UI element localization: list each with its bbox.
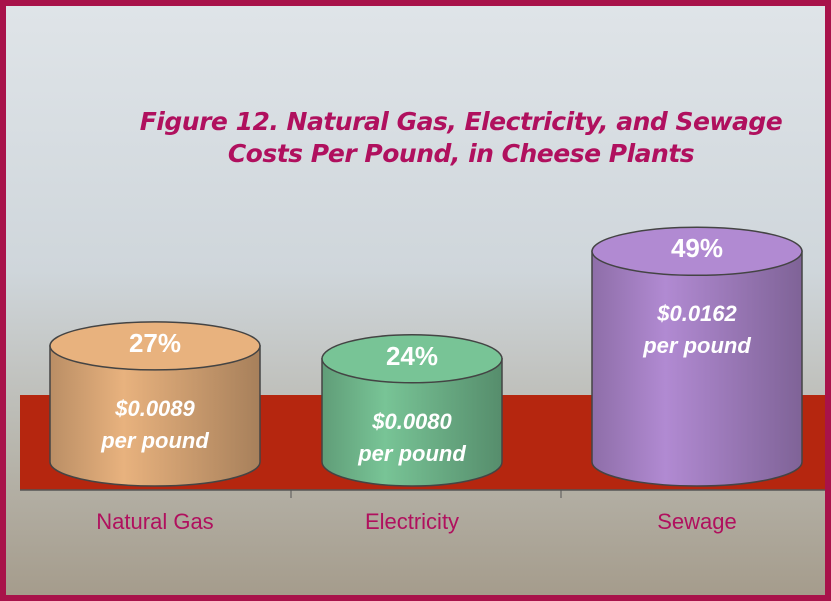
x-tick-label: Natural Gas [90,508,220,535]
cylinder-body [592,251,802,486]
value-label: 27% [95,328,215,359]
cost-label: $0.0089 per pound [96,393,214,457]
x-tick-label: Sewage [632,508,762,535]
cost-label: $0.0162 per pound [638,298,756,362]
chart: Figure 12. Natural Gas, Electricity, and… [0,0,831,601]
x-tick-label: Electricity [347,508,477,535]
value-label: 24% [352,341,472,372]
value-label: 49% [637,233,757,264]
cost-label: $0.0080 per pound [353,406,471,470]
chart-title: Figure 12. Natural Gas, Electricity, and… [101,106,821,170]
